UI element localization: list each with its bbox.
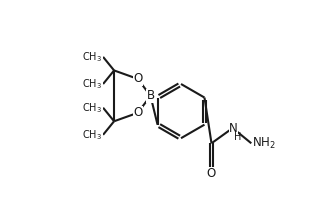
Text: CH$_3$: CH$_3$ xyxy=(82,77,102,91)
Text: CH$_3$: CH$_3$ xyxy=(82,101,102,115)
Text: O: O xyxy=(133,106,142,119)
Text: N: N xyxy=(229,121,238,135)
Text: B: B xyxy=(146,89,154,102)
Text: H: H xyxy=(234,132,242,142)
Text: O: O xyxy=(207,167,216,180)
Text: O: O xyxy=(133,72,142,85)
Text: NH$_2$: NH$_2$ xyxy=(252,136,276,151)
Text: CH$_3$: CH$_3$ xyxy=(82,50,102,64)
Text: CH$_3$: CH$_3$ xyxy=(82,128,102,142)
